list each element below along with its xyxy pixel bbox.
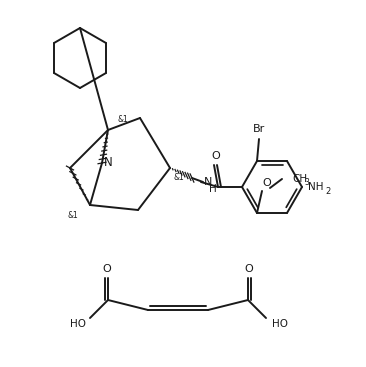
Text: O: O [244, 264, 253, 274]
Text: &1: &1 [68, 211, 79, 219]
Text: CH: CH [292, 174, 307, 184]
Text: NH: NH [308, 182, 324, 192]
Text: 3: 3 [304, 178, 309, 188]
Text: HO: HO [70, 319, 86, 329]
Text: &1: &1 [118, 116, 129, 124]
Text: O: O [263, 178, 271, 188]
Text: H: H [209, 184, 217, 194]
Text: O: O [102, 264, 111, 274]
Text: N: N [104, 156, 112, 170]
Text: HO: HO [272, 319, 288, 329]
Text: Br: Br [253, 124, 265, 134]
Text: 2: 2 [325, 188, 330, 196]
Text: &1: &1 [174, 174, 185, 182]
Text: N: N [204, 177, 212, 187]
Text: O: O [212, 151, 220, 161]
